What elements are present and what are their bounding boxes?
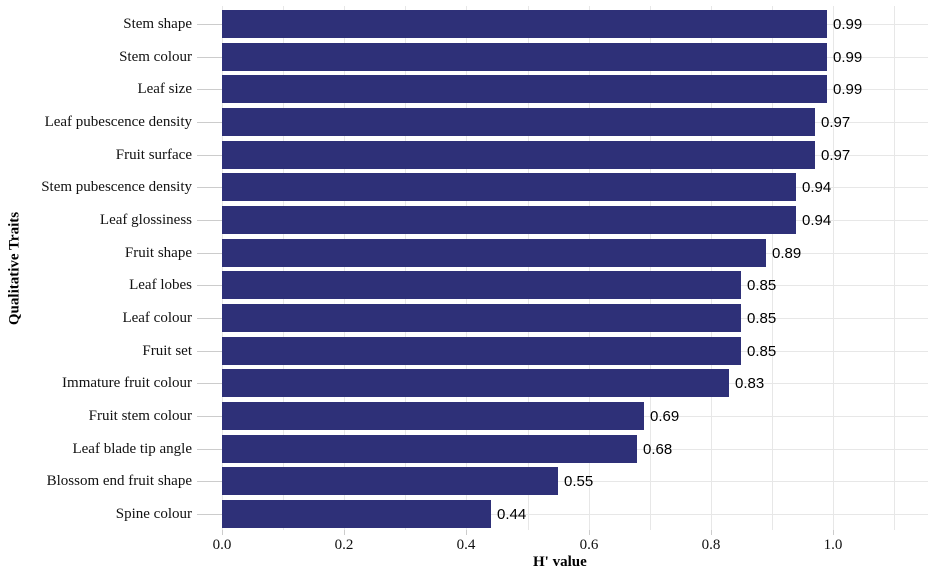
vertical-gridline bbox=[710, 6, 712, 530]
y-axis-tick bbox=[197, 481, 222, 482]
bar bbox=[222, 206, 796, 234]
vertical-gridline bbox=[466, 6, 468, 530]
y-axis-tick bbox=[197, 187, 222, 188]
bar-value-label: 0.83 bbox=[735, 375, 765, 392]
y-axis-tick bbox=[197, 514, 222, 515]
vertical-gridline bbox=[222, 6, 223, 530]
bar bbox=[222, 43, 827, 71]
vertical-gridline bbox=[588, 6, 590, 530]
vertical-gridline bbox=[833, 6, 834, 530]
bar-value-label: 0.85 bbox=[747, 277, 777, 294]
x-tick-label: 0.8 bbox=[701, 537, 721, 553]
horizontal-gridline bbox=[197, 481, 928, 482]
category-label: Leaf size bbox=[137, 81, 192, 97]
bar-value-label: 0.85 bbox=[747, 343, 777, 360]
y-axis-tick bbox=[197, 220, 222, 221]
bar bbox=[222, 173, 796, 201]
y-axis-tick bbox=[197, 122, 222, 123]
y-axis-tick bbox=[197, 24, 222, 25]
category-label: Stem shape bbox=[123, 16, 192, 32]
bar-value-label: 0.97 bbox=[821, 114, 851, 131]
category-label: Leaf pubescence density bbox=[44, 114, 192, 130]
category-label: Stem colour bbox=[119, 49, 192, 65]
x-axis-tick bbox=[344, 530, 346, 535]
bar-value-label: 0.85 bbox=[747, 310, 777, 327]
y-axis-tick bbox=[197, 155, 222, 156]
bar-value-label: 0.44 bbox=[497, 506, 527, 523]
bar bbox=[222, 10, 827, 38]
x-axis-tick bbox=[588, 530, 590, 535]
y-axis-tick bbox=[197, 318, 222, 319]
y-axis-tick bbox=[197, 383, 222, 384]
y-axis-tick bbox=[197, 253, 222, 254]
horizontal-gridline bbox=[197, 514, 928, 515]
x-tick-label: 0.4 bbox=[456, 537, 476, 553]
bar bbox=[222, 271, 741, 299]
x-axis-tick bbox=[466, 530, 468, 535]
vertical-gridline bbox=[283, 6, 285, 530]
bar bbox=[222, 108, 815, 136]
bar bbox=[222, 402, 644, 430]
category-label: Spine colour bbox=[115, 506, 192, 522]
category-label: Fruit stem colour bbox=[88, 408, 192, 424]
category-label: Fruit surface bbox=[115, 147, 192, 163]
vertical-gridline bbox=[894, 6, 896, 530]
y-axis-tick bbox=[197, 89, 222, 90]
y-axis-tick bbox=[197, 351, 222, 352]
x-tick-label: 0.2 bbox=[334, 537, 354, 553]
y-axis-tick bbox=[197, 57, 222, 58]
x-tick-label: 0.0 bbox=[212, 537, 232, 553]
bar bbox=[222, 239, 766, 267]
x-axis-title: H' value bbox=[533, 554, 587, 570]
category-label: Blossom end fruit shape bbox=[46, 473, 192, 489]
vertical-gridline bbox=[771, 6, 773, 530]
bar bbox=[222, 337, 741, 365]
bar-value-label: 0.97 bbox=[821, 147, 851, 164]
category-label: Fruit shape bbox=[124, 245, 192, 261]
bar-value-label: 0.99 bbox=[833, 81, 863, 98]
bar bbox=[222, 369, 729, 397]
bar-value-label: 0.55 bbox=[564, 473, 594, 490]
bar-value-label: 0.69 bbox=[650, 408, 680, 425]
y-axis-title: Qualitative Traits bbox=[6, 211, 23, 326]
y-axis-tick bbox=[197, 449, 222, 450]
bar bbox=[222, 467, 558, 495]
bar bbox=[222, 500, 491, 528]
category-label: Fruit set bbox=[142, 343, 192, 359]
vertical-gridline bbox=[344, 6, 346, 530]
bar bbox=[222, 75, 827, 103]
y-axis-tick bbox=[197, 416, 222, 417]
bar bbox=[222, 141, 815, 169]
category-label: Immature fruit colour bbox=[62, 375, 192, 391]
bar-value-label: 0.94 bbox=[802, 212, 832, 229]
vertical-gridline bbox=[527, 6, 529, 530]
bar-value-label: 0.94 bbox=[802, 179, 832, 196]
y-axis-tick bbox=[197, 285, 222, 286]
category-label: Stem pubescence density bbox=[41, 179, 192, 195]
category-label: Leaf lobes bbox=[129, 277, 192, 293]
category-label: Leaf glossiness bbox=[99, 212, 192, 228]
bar-value-label: 0.89 bbox=[772, 245, 802, 262]
vertical-gridline bbox=[405, 6, 407, 530]
vertical-gridline bbox=[649, 6, 651, 530]
x-axis-tick bbox=[222, 530, 223, 535]
bar bbox=[222, 435, 637, 463]
x-tick-label: 1.0 bbox=[823, 537, 843, 553]
x-axis-tick bbox=[710, 530, 712, 535]
category-label: Leaf colour bbox=[122, 310, 192, 326]
category-label: Leaf blade tip angle bbox=[72, 441, 192, 457]
x-axis-tick bbox=[833, 530, 834, 535]
bar-value-label: 0.99 bbox=[833, 16, 863, 33]
bar-value-label: 0.68 bbox=[643, 441, 673, 458]
bar-value-label: 0.99 bbox=[833, 49, 863, 66]
x-tick-label: 0.6 bbox=[579, 537, 599, 553]
bar bbox=[222, 304, 741, 332]
